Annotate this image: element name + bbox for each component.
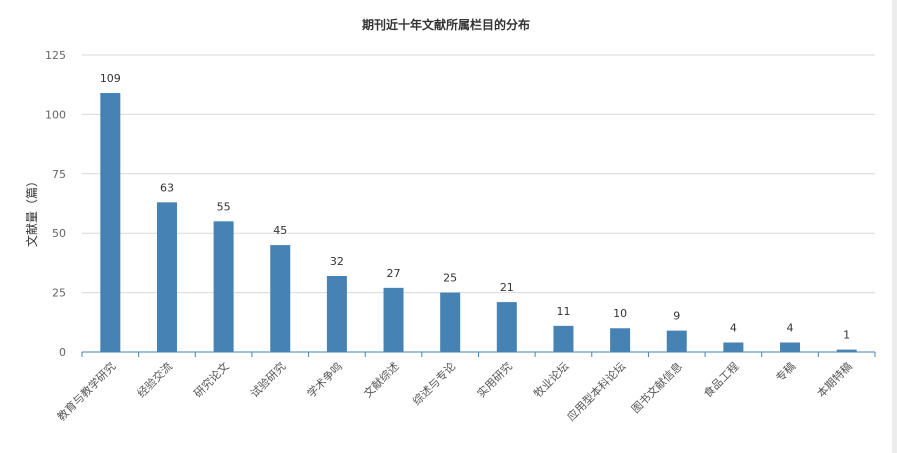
bar — [723, 342, 744, 352]
data-label: 1 — [843, 329, 850, 342]
data-label: 32 — [330, 255, 344, 268]
y-axis-ticks: 0 25 50 75 100 125 — [45, 49, 66, 359]
x-tick-label: 试验研究 — [247, 359, 288, 400]
data-label: 4 — [730, 321, 737, 334]
y-tick-label: 75 — [52, 168, 66, 181]
data-label: 55 — [217, 200, 231, 213]
bar — [100, 93, 121, 353]
x-tick-label: 实用研究 — [474, 359, 515, 400]
x-axis — [81, 351, 876, 357]
y-tick-label: 25 — [52, 287, 66, 300]
data-label: 9 — [673, 310, 680, 323]
x-tick-label: 图书文献信息 — [628, 359, 685, 416]
data-label: 21 — [500, 281, 514, 294]
y-axis-label: 文献量（篇） — [24, 175, 39, 247]
bars — [100, 93, 857, 353]
x-axis-ticks: 教育与教学研究 经验交流 研究论文 试验研究 学术争鸣 文献综述 综述与专论 实用研究 牧业论坛… — [54, 359, 855, 423]
bar — [156, 202, 177, 352]
bar — [440, 292, 461, 352]
bar — [213, 221, 234, 352]
x-tick-label: 本期特稿 — [814, 359, 855, 400]
bar — [610, 328, 631, 352]
data-label: 10 — [613, 307, 627, 320]
bar — [666, 330, 687, 352]
x-tick-label: 专稿 — [773, 359, 798, 384]
bar — [553, 325, 574, 352]
x-tick-label: 综述与专论 — [410, 359, 459, 408]
data-label: 63 — [160, 181, 174, 194]
data-label: 11 — [556, 305, 570, 318]
x-tick-label: 经验交流 — [134, 359, 175, 400]
chart-title: 期刊近十年文献所属栏目的分布 — [362, 17, 530, 32]
data-label: 27 — [387, 267, 401, 280]
data-label: 45 — [273, 224, 287, 237]
scrollbar-track — [892, 0, 897, 453]
bar — [326, 275, 347, 352]
data-label: 109 — [100, 72, 121, 85]
y-tick-label: 100 — [45, 108, 66, 121]
bar — [383, 287, 404, 352]
bar — [270, 245, 291, 352]
x-tick-label: 应用型本科论坛 — [564, 359, 628, 423]
data-label: 4 — [787, 321, 794, 334]
x-tick-label: 教育与教学研究 — [54, 359, 118, 423]
data-label: 25 — [443, 272, 457, 285]
x-tick-label: 食品工程 — [701, 359, 742, 400]
gridlines — [82, 54, 875, 294]
x-tick-label: 文献综述 — [361, 359, 402, 400]
x-tick-label: 牧业论坛 — [531, 359, 572, 400]
bar — [836, 349, 857, 352]
y-tick-label: 50 — [52, 227, 66, 240]
bar — [496, 302, 517, 352]
y-tick-label: 125 — [45, 49, 66, 62]
x-tick-label: 学术争鸣 — [304, 359, 345, 400]
y-tick-label: 0 — [59, 346, 66, 359]
bar — [780, 342, 801, 352]
x-tick-label: 研究论文 — [191, 359, 232, 400]
